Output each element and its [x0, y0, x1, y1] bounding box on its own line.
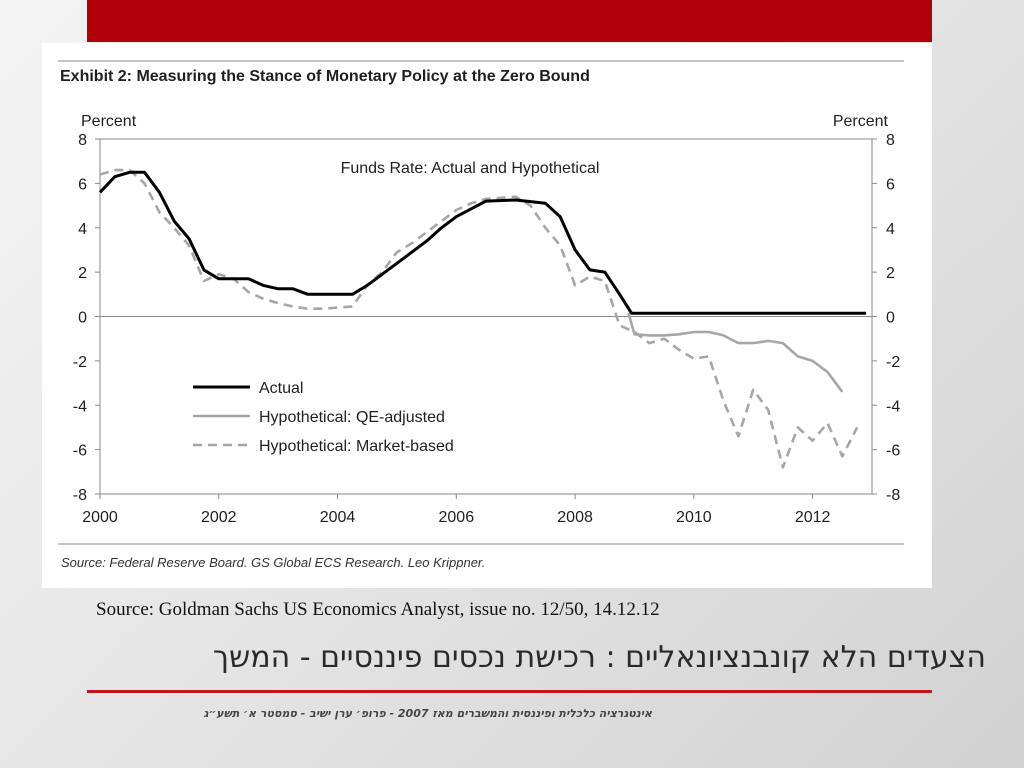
axis-ticks: 8 8 6 6 4 4 2 2 0 0 -2 -2 -4 -4 -6 -6 -8 -8 2000 2002 2004 20…: [73, 132, 901, 526]
y-tick-label-left: -2: [73, 354, 87, 371]
y-tick-label-right: -2: [886, 354, 900, 371]
chart-title: Funds Rate: Actual and Hypothetical: [341, 160, 600, 177]
series-line-2: [99, 168, 859, 469]
x-tick-label: 2012: [795, 509, 831, 526]
y-tick-label-right: 8: [886, 132, 895, 149]
y-tick-label-left: -8: [73, 487, 87, 504]
y-tick-label-left: -6: [73, 443, 87, 460]
title-underline: [87, 690, 932, 693]
exhibit-title: Exhibit 2: Measuring the Stance of Monet…: [60, 68, 590, 85]
slide-footer: אינטגרציה כלכלית ופיננסית והמשברים מאז 2…: [203, 707, 652, 720]
top-accent-bar: [87, 0, 932, 42]
legend-label: Hypothetical: QE-adjusted: [259, 409, 445, 426]
exhibit-panel: Exhibit 2: Measuring the Stance of Monet…: [42, 43, 932, 588]
series-line-0: [98, 170, 867, 315]
y-tick-label-left: 2: [78, 265, 87, 282]
x-tick-label: 2008: [557, 509, 593, 526]
y-tick-label-right: 0: [886, 310, 895, 327]
y-tick-label-right: 6: [886, 176, 895, 193]
x-tick-label: 2010: [676, 509, 712, 526]
legend: Actual Hypothetical: QE-adjusted Hypotheti…: [193, 380, 454, 455]
y-axis-label-left: Percent: [81, 113, 137, 130]
y-tick-label-left: 8: [78, 132, 87, 149]
y-tick-label-left: 0: [78, 310, 87, 327]
y-tick-label-right: -8: [886, 487, 900, 504]
legend-label: Actual: [259, 380, 303, 397]
x-tick-label: 2004: [320, 509, 356, 526]
x-tick-label: 2006: [439, 509, 475, 526]
y-tick-label-right: 2: [886, 265, 895, 282]
series-line-1: [627, 312, 844, 393]
y-tick-label-right: 4: [886, 221, 895, 238]
y-tick-label-right: -4: [886, 398, 900, 415]
x-tick-label: 2002: [201, 509, 237, 526]
legend-label: Hypothetical: Market-based: [259, 438, 454, 455]
y-tick-label-left: -4: [73, 398, 87, 415]
y-tick-label-left: 4: [78, 221, 87, 238]
y-tick-label-left: 6: [78, 176, 87, 193]
x-tick-label: 2000: [82, 509, 118, 526]
slide-source: Source: Goldman Sachs US Economics Analy…: [96, 599, 660, 620]
chart-source: Source: Federal Reserve Board. GS Global…: [61, 555, 485, 570]
series-lines: [98, 168, 867, 469]
funds-rate-chart: Exhibit 2: Measuring the Stance of Monet…: [58, 60, 904, 570]
y-tick-label-right: -6: [886, 443, 900, 460]
y-axis-label-right: Percent: [833, 113, 889, 130]
slide-title: הצעדים הלא קונבנציונאליים : רכישת נכסים …: [212, 640, 986, 675]
